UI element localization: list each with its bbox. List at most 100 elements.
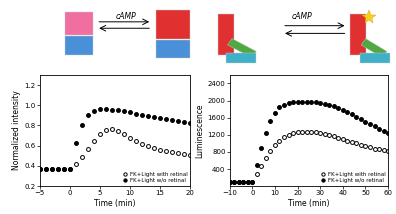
FK+Light with retinal bbox=[286, 134, 291, 136]
FancyBboxPatch shape bbox=[65, 12, 93, 35]
FK+Light with retinal bbox=[350, 141, 354, 143]
FancyBboxPatch shape bbox=[65, 36, 93, 55]
FK+Light with retinal bbox=[322, 133, 327, 135]
Legend: FK+Light with retinal, FK+Light w/o retinal: FK+Light with retinal, FK+Light w/o reti… bbox=[319, 172, 385, 183]
Polygon shape bbox=[361, 39, 387, 58]
Line: FK+Light with retinal: FK+Light with retinal bbox=[38, 126, 192, 171]
FK+Light w/o retinal bbox=[250, 181, 255, 183]
FK+Light with retinal bbox=[327, 134, 331, 136]
FK+Light w/o retinal bbox=[158, 117, 162, 120]
FK+Light with retinal bbox=[86, 147, 90, 150]
FK+Light with retinal bbox=[103, 128, 108, 131]
FK+Light w/o retinal bbox=[103, 108, 108, 111]
FK+Light with retinal bbox=[61, 168, 66, 170]
FK+Light w/o retinal bbox=[97, 108, 102, 111]
FK+Light w/o retinal bbox=[263, 131, 268, 134]
FK+Light with retinal bbox=[331, 135, 336, 138]
FK+Light with retinal bbox=[358, 143, 363, 146]
FK+Light w/o retinal bbox=[377, 128, 381, 130]
FK+Light with retinal bbox=[263, 157, 268, 159]
FK+Light w/o retinal bbox=[309, 101, 314, 103]
FK+Light with retinal bbox=[232, 181, 236, 183]
FK+Light w/o retinal bbox=[241, 181, 246, 183]
FK+Light w/o retinal bbox=[295, 101, 300, 103]
FK+Light w/o retinal bbox=[133, 113, 138, 116]
FK+Light with retinal bbox=[272, 144, 277, 146]
Y-axis label: Normalized intensity: Normalized intensity bbox=[12, 91, 21, 170]
FK+Light with retinal bbox=[164, 150, 168, 152]
Line: FK+Light w/o retinal: FK+Light w/o retinal bbox=[38, 107, 192, 171]
FK+Light w/o retinal bbox=[61, 168, 66, 170]
FK+Light w/o retinal bbox=[345, 111, 350, 113]
FK+Light w/o retinal bbox=[331, 105, 336, 108]
FK+Light w/o retinal bbox=[122, 110, 126, 113]
FK+Light w/o retinal bbox=[291, 101, 295, 104]
FK+Light with retinal bbox=[282, 136, 286, 139]
FK+Light with retinal bbox=[91, 139, 96, 142]
FK+Light with retinal bbox=[79, 156, 84, 158]
FK+Light with retinal bbox=[43, 168, 48, 170]
FK+Light with retinal bbox=[169, 150, 174, 153]
FK+Light w/o retinal bbox=[313, 101, 318, 103]
FK+Light with retinal bbox=[133, 139, 138, 142]
FK+Light w/o retinal bbox=[386, 131, 390, 134]
FK+Light w/o retinal bbox=[67, 168, 72, 170]
FK+Light with retinal bbox=[367, 146, 372, 149]
FK+Light with retinal bbox=[354, 142, 359, 145]
FancyBboxPatch shape bbox=[226, 53, 256, 63]
FK+Light with retinal bbox=[381, 149, 386, 152]
FK+Light w/o retinal bbox=[139, 114, 144, 117]
FK+Light with retinal bbox=[372, 147, 377, 150]
FancyBboxPatch shape bbox=[350, 14, 366, 55]
FK+Light w/o retinal bbox=[336, 107, 341, 109]
FK+Light w/o retinal bbox=[268, 120, 273, 122]
FK+Light with retinal bbox=[139, 142, 144, 145]
Line: FK+Light with retinal: FK+Light with retinal bbox=[228, 130, 390, 184]
FK+Light with retinal bbox=[122, 132, 126, 135]
FK+Light w/o retinal bbox=[381, 130, 386, 132]
FK+Light with retinal bbox=[309, 131, 314, 133]
FK+Light with retinal bbox=[295, 131, 300, 134]
FK+Light with retinal bbox=[182, 153, 187, 155]
FK+Light w/o retinal bbox=[304, 100, 309, 103]
FK+Light with retinal bbox=[73, 163, 78, 165]
FK+Light with retinal bbox=[345, 139, 350, 142]
FK+Light w/o retinal bbox=[146, 115, 150, 118]
Line: FK+Light w/o retinal: FK+Light w/o retinal bbox=[228, 100, 390, 184]
FK+Light with retinal bbox=[246, 181, 250, 183]
FK+Light w/o retinal bbox=[246, 181, 250, 183]
FK+Light with retinal bbox=[67, 168, 72, 170]
Text: cAMP: cAMP bbox=[116, 12, 136, 21]
FK+Light with retinal bbox=[241, 181, 246, 183]
FK+Light w/o retinal bbox=[259, 146, 264, 149]
FK+Light w/o retinal bbox=[372, 125, 377, 128]
FK+Light with retinal bbox=[268, 150, 273, 152]
FancyBboxPatch shape bbox=[360, 53, 390, 63]
FK+Light w/o retinal bbox=[277, 106, 282, 109]
FK+Light w/o retinal bbox=[318, 101, 323, 104]
FK+Light with retinal bbox=[97, 132, 102, 135]
FK+Light w/o retinal bbox=[55, 168, 60, 170]
Polygon shape bbox=[228, 39, 256, 58]
FK+Light w/o retinal bbox=[350, 113, 354, 116]
X-axis label: Time (min): Time (min) bbox=[94, 199, 135, 208]
FK+Light w/o retinal bbox=[86, 114, 90, 117]
FK+Light w/o retinal bbox=[169, 119, 174, 122]
Text: cAMP: cAMP bbox=[291, 12, 312, 21]
FK+Light with retinal bbox=[37, 168, 42, 170]
FK+Light with retinal bbox=[158, 149, 162, 151]
FK+Light w/o retinal bbox=[300, 100, 305, 103]
FK+Light with retinal bbox=[146, 144, 150, 147]
FK+Light with retinal bbox=[128, 136, 132, 139]
FK+Light with retinal bbox=[341, 138, 345, 140]
FK+Light with retinal bbox=[55, 168, 60, 170]
FK+Light with retinal bbox=[277, 140, 282, 142]
FK+Light w/o retinal bbox=[164, 118, 168, 121]
FK+Light w/o retinal bbox=[282, 104, 286, 106]
FK+Light w/o retinal bbox=[182, 121, 187, 124]
FK+Light w/o retinal bbox=[188, 122, 192, 125]
FK+Light with retinal bbox=[313, 131, 318, 134]
FK+Light w/o retinal bbox=[116, 109, 120, 111]
FK+Light w/o retinal bbox=[367, 123, 372, 125]
Legend: FK+Light with retinal, FK+Light w/o retinal: FK+Light with retinal, FK+Light w/o reti… bbox=[121, 172, 187, 183]
